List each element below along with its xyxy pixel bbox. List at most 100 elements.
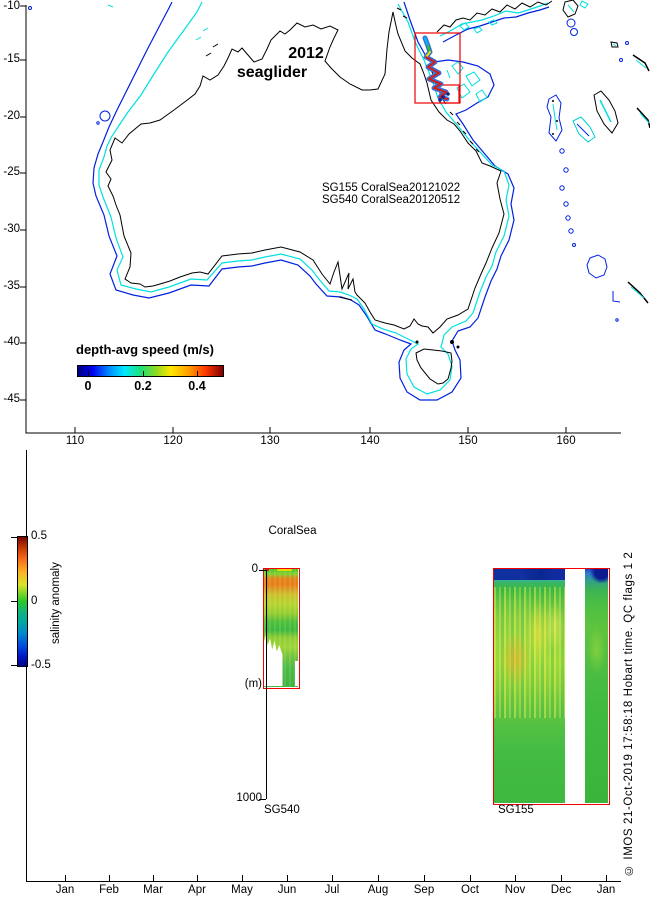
speed-tick-label: 0.4 bbox=[188, 379, 206, 393]
png-coast bbox=[436, 0, 553, 43]
year-annotation: 2012 bbox=[288, 45, 324, 62]
section-bottom-spine bbox=[26, 881, 621, 882]
month-tick bbox=[109, 875, 110, 881]
month-label: Nov bbox=[504, 884, 526, 896]
depth-unit-label: (m) bbox=[244, 678, 262, 690]
month-label: Jan bbox=[596, 884, 616, 896]
deployment-label-sg540: SG540 CoralSea20120512 bbox=[322, 194, 461, 206]
month-label: Jul bbox=[324, 884, 340, 896]
month-label: Apr bbox=[188, 884, 206, 896]
sg155-surface-fresh-patches bbox=[493, 568, 565, 581]
month-tick bbox=[153, 875, 154, 881]
speed-colorbar-tick bbox=[88, 371, 89, 376]
sg155-late-surface-patch bbox=[585, 568, 608, 583]
month-label: Aug bbox=[367, 884, 389, 896]
lat-tick-label: -15 bbox=[3, 53, 20, 65]
sg540-surface-yellow-pixel bbox=[277, 568, 293, 571]
speed-tick-label: 0.2 bbox=[134, 379, 152, 393]
lon-tick-label: 140 bbox=[360, 435, 380, 447]
pacific-islands bbox=[546, 0, 650, 322]
lon-tick-label: 150 bbox=[458, 435, 478, 447]
lat-tick-label: -35 bbox=[3, 280, 20, 292]
speed-colorbar-title: depth-avg speed (m/s) bbox=[76, 342, 214, 357]
month-tick bbox=[424, 875, 425, 881]
month-tick bbox=[515, 875, 516, 881]
glider-track bbox=[422, 35, 450, 102]
nw-reef-dashes bbox=[205, 43, 219, 57]
section-title: CoralSea bbox=[268, 525, 317, 537]
month-label: Jun bbox=[277, 884, 297, 896]
month-label: Jan bbox=[55, 884, 75, 896]
imos-credit: © IMOS 21-Oct-2019 17:58:18 Hobart time.… bbox=[623, 551, 635, 876]
lon-tick-label: 130 bbox=[260, 435, 280, 447]
track-end-dots bbox=[438, 92, 450, 102]
salinity-colorbar-tick bbox=[11, 601, 17, 602]
month-tick bbox=[287, 875, 288, 881]
bass-strait-islands bbox=[415, 340, 460, 349]
month-label: Sep bbox=[413, 884, 435, 896]
deep-contour-blue bbox=[92, 1, 515, 401]
lat-tick-label: -40 bbox=[3, 336, 20, 348]
lon-tick-label: 120 bbox=[163, 435, 183, 447]
salinity-tick-label: 0 bbox=[31, 595, 38, 607]
depth-axis-tick-1000 bbox=[259, 799, 266, 800]
month-tick bbox=[378, 875, 379, 881]
month-tick bbox=[197, 875, 198, 881]
month-tick bbox=[606, 875, 607, 881]
shelf-contour-cyan bbox=[98, 1, 510, 395]
lat-tick-label: -30 bbox=[3, 223, 20, 235]
nw-reef-dashes-cyan bbox=[107, 4, 209, 41]
salinity-axis-label: salinity anomaly bbox=[50, 562, 62, 644]
tasmania-coast bbox=[415, 348, 453, 385]
west-seamount bbox=[28, 6, 111, 125]
coastline-path bbox=[105, 11, 505, 334]
sg540-no-data-edge bbox=[295, 660, 298, 687]
month-label: Mar bbox=[143, 884, 163, 896]
month-tick bbox=[332, 875, 333, 881]
map-axes bbox=[20, 5, 621, 434]
depth-axis-tick-0 bbox=[259, 570, 266, 571]
salinity-colorbar-tick bbox=[11, 537, 17, 538]
lon-tick-label: 160 bbox=[556, 435, 576, 447]
salinity-tick-label: -0.5 bbox=[31, 659, 51, 671]
plateau-reef-patches bbox=[446, 61, 488, 103]
lat-tick-label: -10 bbox=[3, 0, 20, 12]
sg540-surface-warm-pixel bbox=[264, 568, 269, 571]
instrument-annotation: seaglider bbox=[236, 64, 308, 81]
month-label: Oct bbox=[461, 884, 479, 896]
speed-colorbar-tick bbox=[143, 371, 144, 376]
sg155-label: SG155 bbox=[498, 804, 534, 816]
depth-zero-label: 0 bbox=[251, 563, 258, 575]
salinity-tick-label: 0.5 bbox=[31, 530, 47, 542]
salinity-colorbar bbox=[17, 536, 28, 667]
month-label: Dec bbox=[550, 884, 572, 896]
month-tick bbox=[561, 875, 562, 881]
salinity-colorbar-tick bbox=[11, 665, 17, 666]
month-tick bbox=[470, 875, 471, 881]
sg540-label: SG540 bbox=[264, 804, 300, 816]
month-label: Feb bbox=[99, 884, 119, 896]
kangaroo-island bbox=[338, 296, 353, 301]
lat-tick-label: -45 bbox=[3, 393, 20, 405]
sg540-outline-box bbox=[263, 568, 300, 689]
sg155-salty-streaks bbox=[493, 587, 565, 719]
sg155-salinity-data-main bbox=[493, 568, 565, 803]
sg155-salinity-data-late bbox=[585, 568, 608, 803]
sg155-outline-box bbox=[493, 568, 610, 805]
depth-max-label: 1000 bbox=[236, 792, 262, 804]
month-label: May bbox=[231, 884, 253, 896]
speed-colorbar-tick bbox=[197, 371, 198, 376]
speed-colorbar bbox=[77, 365, 224, 377]
lon-tick-label: 110 bbox=[65, 435, 85, 447]
sg155-late-streak bbox=[585, 615, 608, 686]
month-tick bbox=[242, 875, 243, 881]
australia-map bbox=[20, 0, 650, 434]
speed-tick-label: 0 bbox=[84, 379, 92, 393]
month-tick bbox=[65, 875, 66, 881]
lat-tick-label: -20 bbox=[3, 110, 20, 122]
lat-tick-label: -25 bbox=[3, 166, 20, 178]
sg540-salinity-data bbox=[263, 568, 298, 687]
depth-axis-line bbox=[266, 570, 267, 799]
deployment-label-sg155: SG155 CoralSea20121022 bbox=[322, 182, 461, 194]
